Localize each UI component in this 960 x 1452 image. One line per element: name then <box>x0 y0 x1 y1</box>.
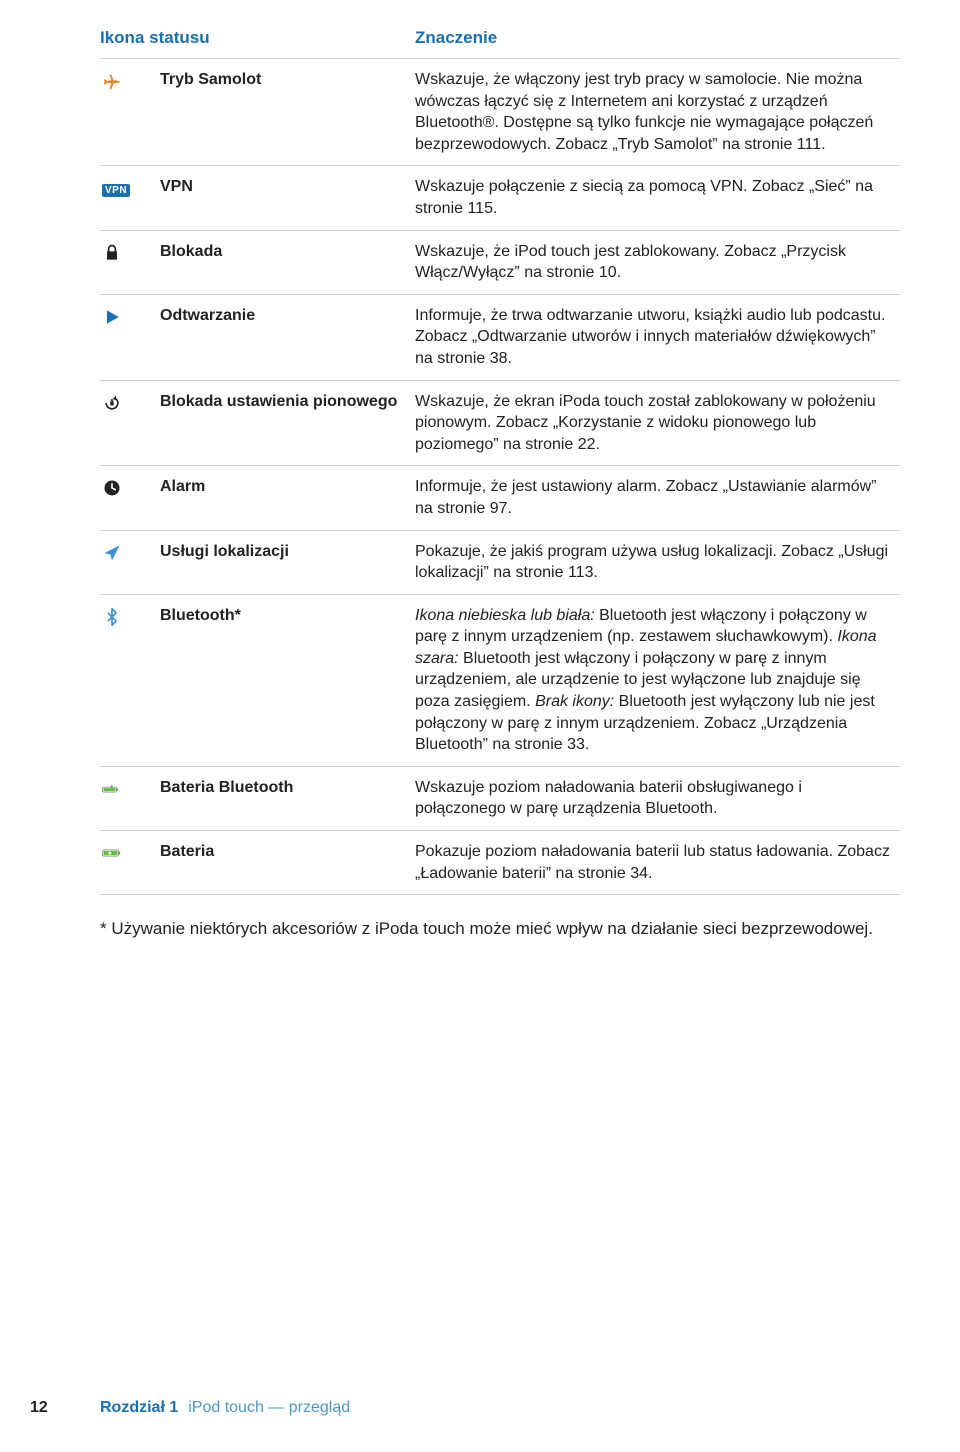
battery-icon <box>100 831 160 895</box>
table-row: Blokada ustawienia pionowego Wskazuje, ż… <box>100 380 900 466</box>
row-meaning: Wskazuje, że włączony jest tryb pracy w … <box>415 59 900 166</box>
bluetooth-icon <box>100 594 160 766</box>
bluetooth-battery-icon <box>100 766 160 830</box>
table-row: Bateria Pokazuje poziom naładowania bate… <box>100 831 900 895</box>
alarm-icon <box>100 466 160 530</box>
header-icon-status: Ikona statusu <box>100 20 415 59</box>
footnote: * Używanie niektórych akcesoriów z iPoda… <box>100 917 900 941</box>
row-label: Bateria Bluetooth <box>160 766 415 830</box>
table-row: Bateria Bluetooth Wskazuje poziom nałado… <box>100 766 900 830</box>
table-row: Tryb Samolot Wskazuje, że włączony jest … <box>100 59 900 166</box>
row-label: Odtwarzanie <box>160 294 415 380</box>
row-meaning: Wskazuje poziom naładowania baterii obsł… <box>415 766 900 830</box>
page-number: 12 <box>30 1399 100 1417</box>
row-meaning: Wskazuje, że iPod touch jest zablokowany… <box>415 230 900 294</box>
row-label: Usługi lokalizacji <box>160 530 415 594</box>
orientation-lock-icon <box>100 380 160 466</box>
table-row: Alarm Informuje, że jest ustawiony alarm… <box>100 466 900 530</box>
row-meaning: Informuje, że trwa odtwarzanie utworu, k… <box>415 294 900 380</box>
table-row: Bluetooth* Ikona niebieska lub biała: Bl… <box>100 594 900 766</box>
row-label: Bluetooth* <box>160 594 415 766</box>
table-row: Usługi lokalizacji Pokazuje, że jakiś pr… <box>100 530 900 594</box>
row-meaning: Wskazuje połączenie z siecią za pomocą V… <box>415 166 900 230</box>
row-label: Bateria <box>160 831 415 895</box>
row-label: Blokada <box>160 230 415 294</box>
row-label: Alarm <box>160 466 415 530</box>
header-meaning: Znaczenie <box>415 20 900 59</box>
row-meaning: Informuje, że jest ustawiony alarm. Zoba… <box>415 466 900 530</box>
row-label: Blokada ustawienia pionowego <box>160 380 415 466</box>
location-icon <box>100 530 160 594</box>
table-row: Blokada Wskazuje, że iPod touch jest zab… <box>100 230 900 294</box>
page-footer: 12 Rozdział 1 iPod touch — przegląd <box>0 1399 960 1417</box>
row-meaning-bluetooth: Ikona niebieska lub biała: Bluetooth jes… <box>415 594 900 766</box>
status-table: Ikona statusu Znaczenie Tryb Samolot Wsk… <box>100 20 900 895</box>
table-row: Odtwarzanie Informuje, że trwa odtwarzan… <box>100 294 900 380</box>
row-meaning: Pokazuje poziom naładowania baterii lub … <box>415 831 900 895</box>
row-label: VPN <box>160 166 415 230</box>
row-meaning: Wskazuje, że ekran iPoda touch został za… <box>415 380 900 466</box>
play-icon <box>100 294 160 380</box>
lock-icon <box>100 230 160 294</box>
vpn-icon: VPN <box>100 166 160 230</box>
row-meaning: Pokazuje, że jakiś program używa usług l… <box>415 530 900 594</box>
chapter-title: iPod touch — przegląd <box>188 1399 350 1417</box>
chapter-label: Rozdział 1 <box>100 1399 178 1417</box>
airplane-icon <box>100 59 160 166</box>
table-row: VPN VPN Wskazuje połączenie z siecią za … <box>100 166 900 230</box>
row-label: Tryb Samolot <box>160 59 415 166</box>
